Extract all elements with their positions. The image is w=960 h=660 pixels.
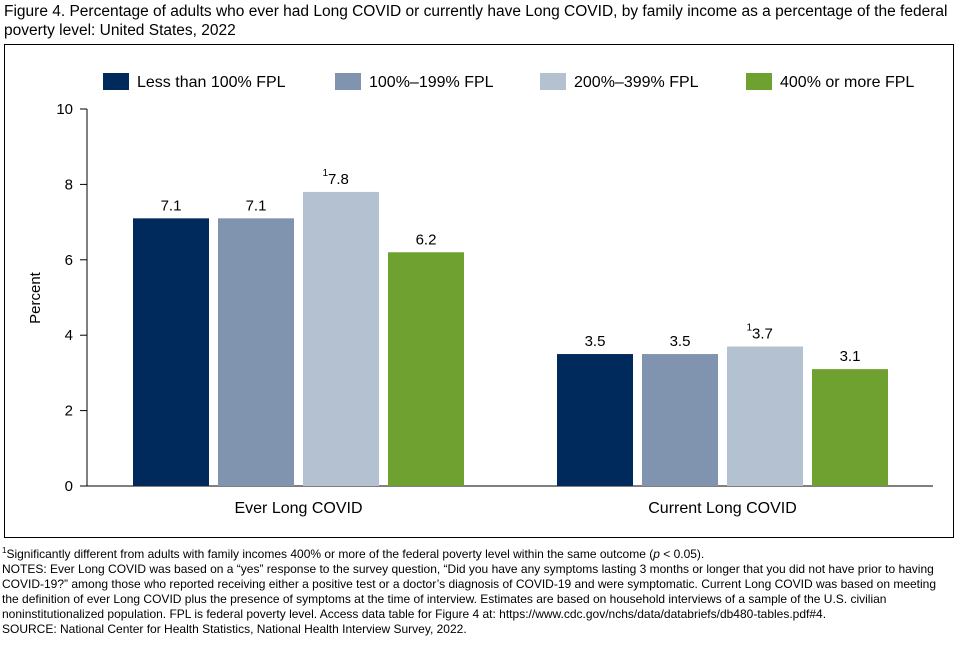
y-tick-label-10: 10 bbox=[56, 101, 73, 118]
bar-chart: Less than 100% FPL 100%–199% FPL 200%–399%… bbox=[27, 73, 933, 517]
y-tick-label-2: 2 bbox=[65, 403, 73, 420]
data-label-0-2: 7.8 bbox=[328, 171, 349, 188]
legend-swatch-2 bbox=[540, 73, 566, 90]
data-label-1-1: 3.5 bbox=[670, 333, 691, 350]
y-axis-label: Percent bbox=[27, 271, 44, 324]
y-tick-label-0: 0 bbox=[65, 478, 73, 495]
source-text: SOURCE: National Center for Health Stati… bbox=[2, 622, 467, 636]
y-tick-label-8: 8 bbox=[65, 176, 73, 193]
bar-0-0 bbox=[133, 218, 209, 486]
legend-label-1: 100%–199% FPL bbox=[369, 74, 494, 91]
data-label-0-3: 6.2 bbox=[416, 231, 437, 248]
chart-frame bbox=[4, 44, 954, 538]
bar-1-1 bbox=[642, 354, 718, 486]
footnote-text-end: < 0.05). bbox=[659, 547, 705, 561]
bar-1-2 bbox=[727, 346, 803, 486]
notes-section: 1Significantly different from adults wit… bbox=[2, 547, 956, 637]
bar-1-0 bbox=[557, 354, 633, 486]
legend-swatch-3 bbox=[746, 73, 772, 90]
legend-swatch-0 bbox=[103, 73, 129, 90]
data-label-footnote-1-2: 1 bbox=[746, 323, 752, 334]
legend-label-0: Less than 100% FPL bbox=[137, 74, 286, 91]
x-category-label-1: Current Long COVID bbox=[648, 500, 797, 517]
y-tick-label-6: 6 bbox=[65, 252, 73, 269]
bar-1-3 bbox=[812, 369, 888, 486]
data-label-0-1: 7.1 bbox=[246, 197, 267, 214]
footnote-marker: 1 bbox=[2, 546, 7, 555]
legend-label-2: 200%–399% FPL bbox=[574, 74, 699, 91]
footnote: 1Significantly different from adults wit… bbox=[2, 547, 956, 562]
bar-0-1 bbox=[218, 218, 294, 486]
data-label-footnote-0-2: 1 bbox=[322, 168, 328, 179]
bar-0-3 bbox=[388, 252, 464, 486]
figure-title: Figure 4. Percentage of adults who ever … bbox=[4, 3, 948, 39]
legend-swatch-1 bbox=[335, 73, 361, 90]
data-label-1-0: 3.5 bbox=[585, 333, 606, 350]
bar-0-2 bbox=[303, 191, 379, 486]
footnote-text-start: Significantly different from adults with… bbox=[6, 547, 654, 561]
y-tick-label-4: 4 bbox=[65, 327, 73, 344]
x-category-label-0: Ever Long COVID bbox=[234, 500, 362, 517]
data-label-1-3: 3.1 bbox=[840, 348, 861, 365]
data-label-1-2: 3.7 bbox=[752, 326, 773, 343]
notes-text: NOTES: Ever Long COVID was based on a “y… bbox=[2, 562, 937, 621]
legend-label-3: 400% or more FPL bbox=[780, 74, 914, 91]
footnote-p-symbol: p bbox=[653, 547, 660, 561]
data-label-0-0: 7.1 bbox=[161, 197, 182, 214]
